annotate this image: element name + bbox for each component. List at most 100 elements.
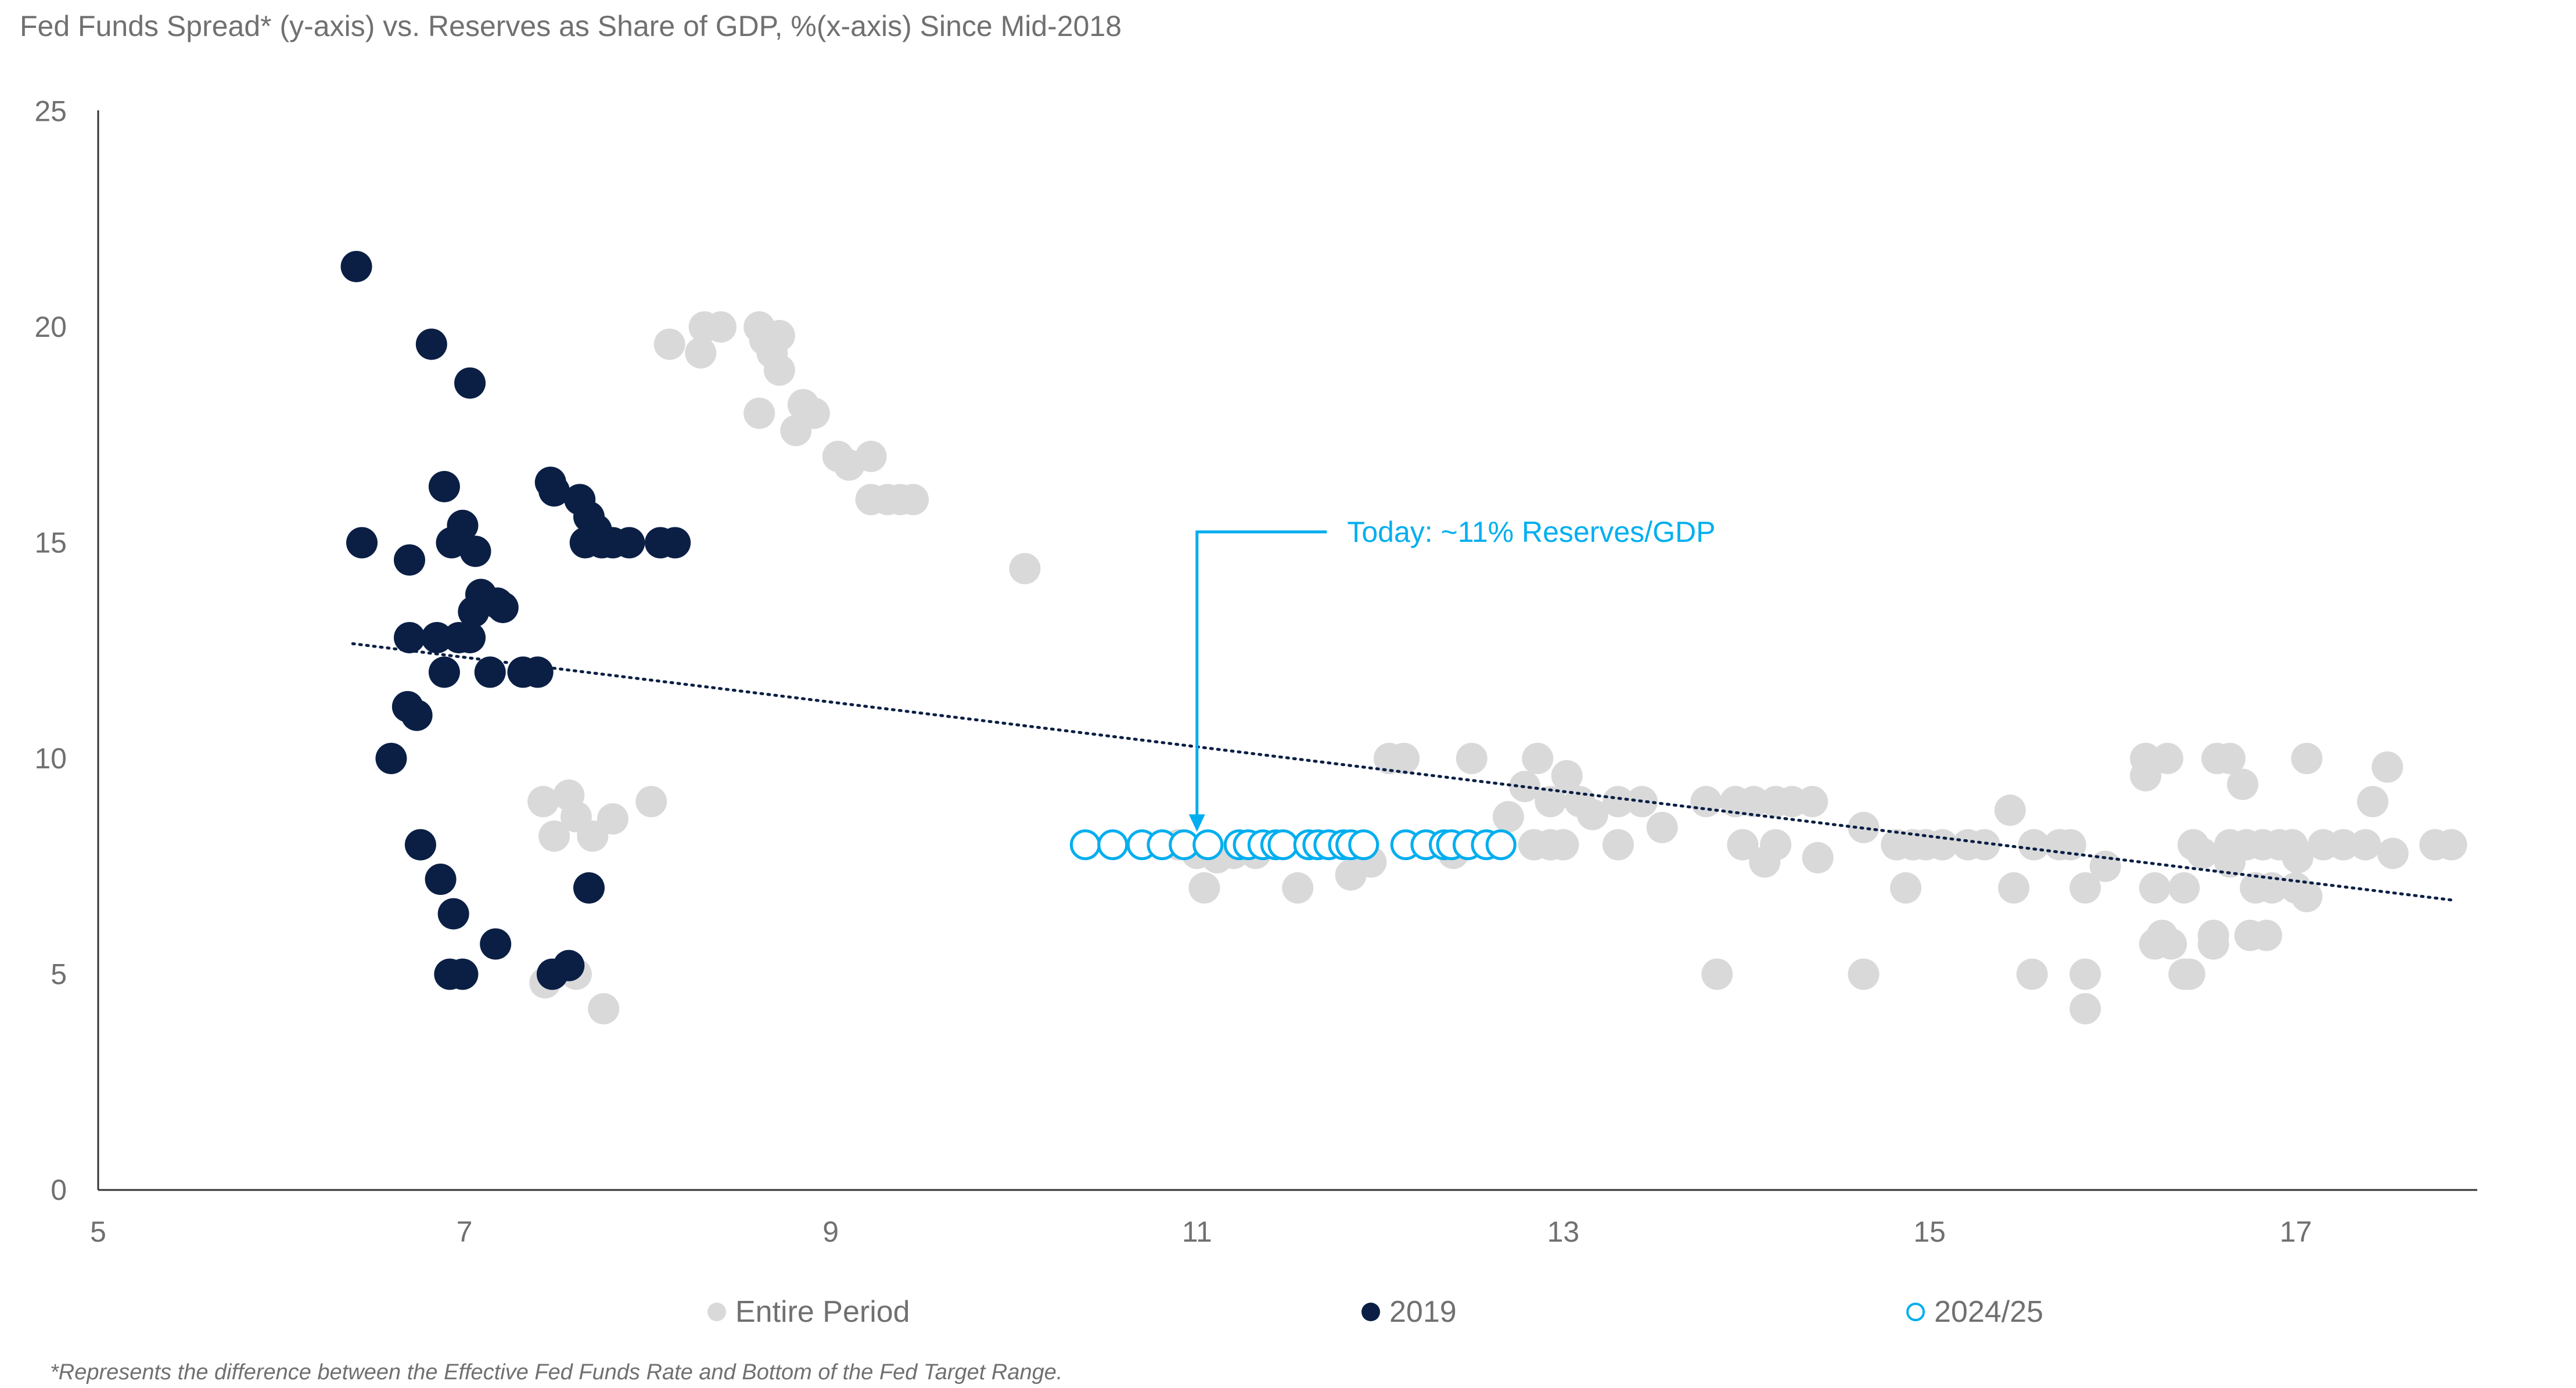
annotation-arrow-line xyxy=(1195,530,1327,821)
point-2019 xyxy=(375,743,407,774)
point-2019 xyxy=(613,527,645,559)
entire-period-point xyxy=(2197,928,2229,960)
entire-period-point xyxy=(2280,872,2312,904)
point-2024-25 xyxy=(1485,829,1517,861)
entire-period-point xyxy=(2214,846,2246,878)
point-2024-25 xyxy=(1267,829,1299,861)
x-tick-label: 17 xyxy=(2280,1216,2312,1248)
arrow-head-icon xyxy=(1188,814,1205,832)
entire-period-point xyxy=(2018,829,2050,861)
entire-period-point xyxy=(2151,743,2183,774)
entire-period-point xyxy=(1547,829,1579,861)
point-2019 xyxy=(538,475,570,507)
x-tick-label: 13 xyxy=(1547,1216,1580,1248)
y-tick-label: 20 xyxy=(34,311,67,343)
annotation-label: Today: ~11% Reserves/GDP xyxy=(1347,516,1715,548)
entire-period-point xyxy=(763,354,795,386)
y-tick-label: 15 xyxy=(34,527,67,559)
entire-period-point xyxy=(2173,958,2205,990)
point-2019 xyxy=(404,829,436,861)
point-2019 xyxy=(522,656,554,688)
point-2019 xyxy=(458,596,490,628)
entire-period-point xyxy=(2070,958,2101,990)
point-2019 xyxy=(394,621,426,653)
entire-period-point xyxy=(1738,786,1770,818)
point-2019 xyxy=(401,699,433,731)
entire-period-point xyxy=(1009,553,1041,585)
point-2019 xyxy=(436,527,468,559)
entire-period-point xyxy=(1602,829,1634,861)
entire-period-point xyxy=(855,440,887,472)
point-2019 xyxy=(459,535,491,567)
entire-period-point xyxy=(538,820,570,852)
entire-period-point xyxy=(2251,919,2283,951)
entire-period-point xyxy=(1690,786,1722,818)
point-2019 xyxy=(428,470,460,502)
entire-period-point xyxy=(1701,958,1733,990)
entire-period-point xyxy=(1551,760,1583,792)
entire-period-point xyxy=(780,415,812,447)
x-tick-label: 5 xyxy=(90,1216,106,1248)
entire-period-point xyxy=(1388,743,1420,774)
legend-marker-circle-icon xyxy=(707,1303,726,1321)
entire-period-point xyxy=(1994,794,2026,826)
entire-period-point xyxy=(1602,786,1634,818)
entire-period-point xyxy=(2435,829,2467,861)
legend: Entire Period 2019 2024/25 xyxy=(707,1295,2043,1329)
x-tick-label: 15 xyxy=(1913,1216,1946,1248)
entire-period-point xyxy=(1998,872,2030,904)
entire-period-point xyxy=(2327,829,2359,861)
point-2019 xyxy=(421,621,453,653)
point-2019 xyxy=(659,527,691,559)
entire-period-point xyxy=(2070,872,2101,904)
point-2024-25 xyxy=(1192,829,1224,861)
x-tick-label: 7 xyxy=(457,1216,473,1248)
entire-period-point xyxy=(1760,829,1792,861)
point-2019 xyxy=(487,591,519,623)
point-2019 xyxy=(573,872,605,904)
entire-period-point xyxy=(2357,786,2389,818)
entire-period-point xyxy=(1492,801,1524,833)
point-2019 xyxy=(480,928,512,960)
entire-period-point xyxy=(1890,872,1922,904)
entire-period-point xyxy=(685,337,717,369)
entire-period-point xyxy=(1535,786,1567,818)
entire-period-point xyxy=(2168,872,2200,904)
entire-period-point xyxy=(527,786,559,818)
point-2019 xyxy=(428,656,460,688)
entire-period-point xyxy=(1522,743,1554,774)
entire-period-point xyxy=(2349,829,2381,861)
point-2019 xyxy=(394,544,426,576)
entire-period-point xyxy=(635,786,667,818)
point-2019 xyxy=(437,898,469,930)
entire-period-point xyxy=(1927,829,1959,861)
footnote: *Represents the difference between the E… xyxy=(50,1360,1062,1385)
entire-period-point xyxy=(1576,799,1608,830)
legend-marker-open-circle-icon xyxy=(1906,1303,1925,1321)
entire-period-point xyxy=(1802,842,1834,873)
point-2019 xyxy=(415,328,447,360)
point-2019 xyxy=(474,656,506,688)
entire-period-point xyxy=(2155,928,2187,960)
entire-period-point xyxy=(2291,743,2323,774)
point-2019 xyxy=(447,958,479,990)
entire-period-point xyxy=(2089,850,2121,882)
entire-period-point xyxy=(597,803,628,835)
entire-period-point xyxy=(2186,837,2218,869)
entire-period-point xyxy=(705,311,737,343)
entire-period-point xyxy=(2016,958,2048,990)
entire-period-point xyxy=(1968,829,2000,861)
x-tick-label: 9 xyxy=(822,1216,839,1248)
legend-label: 2024/25 xyxy=(1934,1295,2043,1329)
point-2024-25 xyxy=(1097,829,1129,861)
point-2019 xyxy=(425,864,457,896)
entire-period-point xyxy=(2282,842,2313,873)
entire-period-point xyxy=(2372,751,2403,783)
entire-period-point xyxy=(1188,872,1220,904)
entire-period-point xyxy=(2377,837,2409,869)
y-tick-label: 25 xyxy=(34,95,67,128)
entire-period-point xyxy=(897,484,929,516)
entire-period-point xyxy=(1456,743,1488,774)
entire-period-point xyxy=(743,397,775,429)
